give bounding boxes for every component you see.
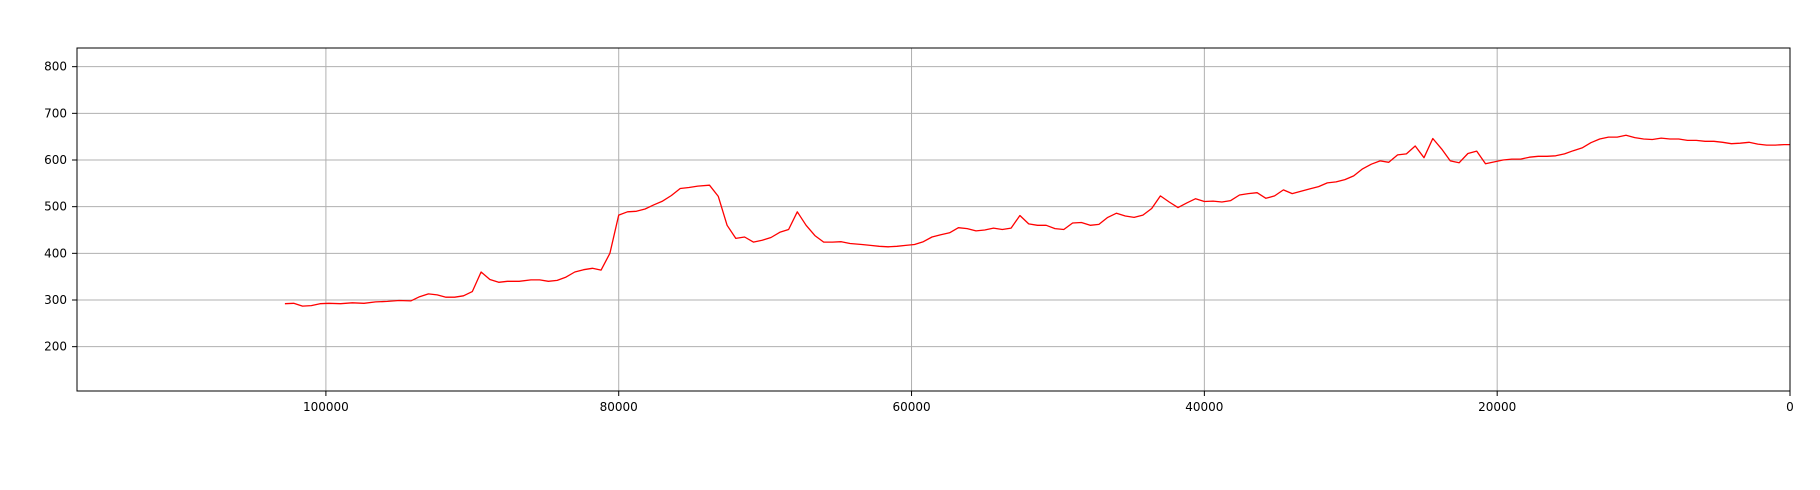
x-tick-label: 20000: [1478, 400, 1516, 414]
series-layer: [284, 134, 1790, 307]
x-tick-label: 0: [1786, 400, 1794, 414]
x-tick-label: 40000: [1185, 400, 1223, 414]
plot-area-frame: [76, 47, 1791, 392]
y-tick-label: 700: [44, 106, 67, 120]
y-tick-label: 500: [44, 200, 67, 214]
x-tick-label: 60000: [892, 400, 930, 414]
y-tick-label: 200: [44, 340, 67, 354]
y-tick-label: 400: [44, 246, 67, 260]
x-tick-label: 80000: [600, 400, 638, 414]
y-tick-label: 800: [44, 60, 67, 74]
grid-lines: [77, 48, 1791, 391]
y-axis: 200 300 400 500 600 700 800: [44, 60, 77, 354]
series-line: [284, 134, 1790, 307]
y-tick-label: 300: [44, 293, 67, 307]
y-tick-label: 600: [44, 153, 67, 167]
x-tick-label: 100000: [303, 400, 349, 414]
x-axis: 100000 80000 60000 40000 20000 0: [303, 391, 1794, 414]
